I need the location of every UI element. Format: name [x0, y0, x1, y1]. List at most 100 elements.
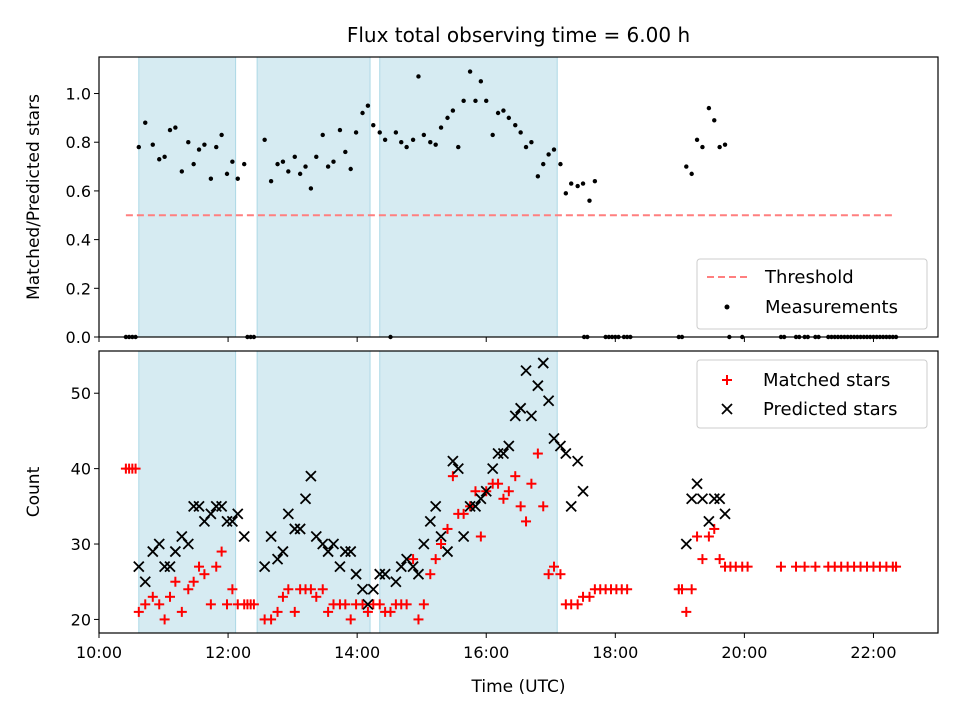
observing-intervals — [138, 56, 558, 338]
measurement-point — [325, 164, 331, 169]
measurement-point — [513, 122, 518, 128]
measurement-point — [501, 108, 506, 113]
predicted-mark-b — [691, 478, 703, 490]
predicted-mark-b — [193, 500, 205, 512]
matched-star-point — [510, 471, 521, 482]
matched-star-point — [216, 546, 227, 557]
matched-star-point — [430, 554, 441, 565]
matched-star-point — [548, 561, 559, 572]
predicted-mark-b — [412, 568, 425, 580]
predicted-mark-b — [441, 545, 454, 558]
predicted-star-point — [158, 561, 171, 573]
chart-title: Flux total observing time = 6.00 h — [347, 23, 690, 47]
measurement-point — [689, 171, 694, 177]
matched-star-point — [572, 599, 583, 610]
predicted-star-point — [412, 568, 425, 580]
predicted-star-point — [458, 530, 470, 543]
predicted-mark-b — [680, 538, 692, 550]
count-panel: 20 30 40 50 10:00 12:00 14:00 16:00 18:00 20:00 2… — [24, 350, 939, 697]
matched-star-point — [205, 599, 216, 610]
y-tick-label: 50 — [71, 384, 91, 403]
measurement-point — [421, 132, 427, 138]
matched-star-point — [170, 576, 181, 587]
measurement-point — [684, 164, 689, 169]
predicted-mark-b — [395, 561, 407, 573]
matched-star-point — [413, 614, 424, 625]
matched-star-point — [686, 584, 697, 595]
measurement-point — [179, 169, 185, 174]
measurement-point — [706, 105, 712, 111]
predicted-mark-b — [350, 568, 362, 580]
predicted-mark-b — [480, 485, 492, 497]
predicted-mark-b — [464, 500, 476, 512]
predicted-star-point — [182, 538, 194, 550]
matched-star-point — [799, 561, 810, 572]
measurement-point — [535, 174, 541, 179]
predicted-star-point — [719, 508, 731, 520]
predicted-mark-b — [537, 357, 549, 369]
x-tick-label: 22:00 — [850, 643, 896, 662]
predicted-star-point — [215, 500, 228, 512]
predicted-star-point — [492, 447, 504, 460]
matched-star-point — [374, 599, 385, 610]
measurement-point — [518, 130, 523, 135]
matched-star-point — [703, 531, 714, 542]
matched-star-point — [357, 599, 368, 610]
predicted-mark-b — [271, 553, 284, 565]
predicted-mark-b — [182, 538, 194, 550]
observing-interval-band — [256, 350, 371, 634]
matched-star-point — [385, 606, 396, 617]
legend-predicted-swatch — [721, 403, 733, 415]
predicted-mark-b — [548, 432, 560, 445]
predicted-mark-b — [458, 530, 470, 543]
predicted-star-point — [299, 493, 312, 505]
matched-star-point — [697, 554, 708, 565]
predicted-star-point — [317, 538, 329, 550]
measurement-point — [331, 159, 336, 164]
predicted-mark-b — [532, 380, 544, 392]
matched-star-point — [408, 554, 419, 565]
predicted-star-point — [322, 545, 334, 558]
predicted-star-point — [686, 493, 698, 505]
ratio-legend: Threshold Measurements — [696, 258, 928, 330]
predicted-star-point — [503, 440, 515, 452]
measurement-points — [123, 69, 899, 340]
matched-star-point — [515, 501, 526, 512]
predicted-star-point — [305, 470, 317, 482]
measurement-point — [208, 176, 214, 181]
predicted-mark-b — [577, 485, 589, 497]
measurement-point — [529, 140, 534, 145]
predicted-mark-b — [487, 462, 499, 475]
measurement-point — [592, 178, 598, 184]
predicted-star-point — [572, 455, 584, 467]
legend-threshold-label: Threshold — [764, 267, 854, 288]
matched-star-point — [317, 584, 328, 595]
measurement-point — [196, 147, 202, 152]
matched-star-point — [714, 554, 725, 565]
predicted-star-point — [475, 493, 487, 505]
predicted-star-point — [259, 561, 271, 573]
y-tick-label: 0.6 — [66, 182, 91, 201]
predicted-star-point — [265, 530, 277, 543]
matched-star-point — [248, 599, 259, 610]
legend-matched-label: Matched stars — [763, 370, 890, 391]
measurement-point — [416, 74, 421, 79]
matched-star-point — [188, 576, 199, 587]
predicted-star-point — [525, 410, 538, 422]
predicted-star-point — [345, 545, 357, 558]
predicted-star-point — [356, 583, 369, 595]
measurement-point — [235, 176, 240, 181]
predicted-mark-b — [221, 515, 233, 528]
predicted-star-point — [708, 493, 720, 505]
measurement-point — [587, 198, 592, 203]
observing-interval-band — [256, 56, 371, 338]
predicted-mark-b — [367, 583, 379, 595]
predicted-star-point — [447, 455, 459, 467]
measurement-point — [461, 98, 466, 104]
predicted-mark-b — [169, 545, 182, 558]
measurement-point — [268, 178, 274, 184]
legend-measurements-swatch — [724, 304, 730, 310]
predicted-star-point — [542, 395, 555, 407]
predicted-mark-b — [356, 583, 369, 595]
predicted-star-point — [210, 500, 222, 512]
